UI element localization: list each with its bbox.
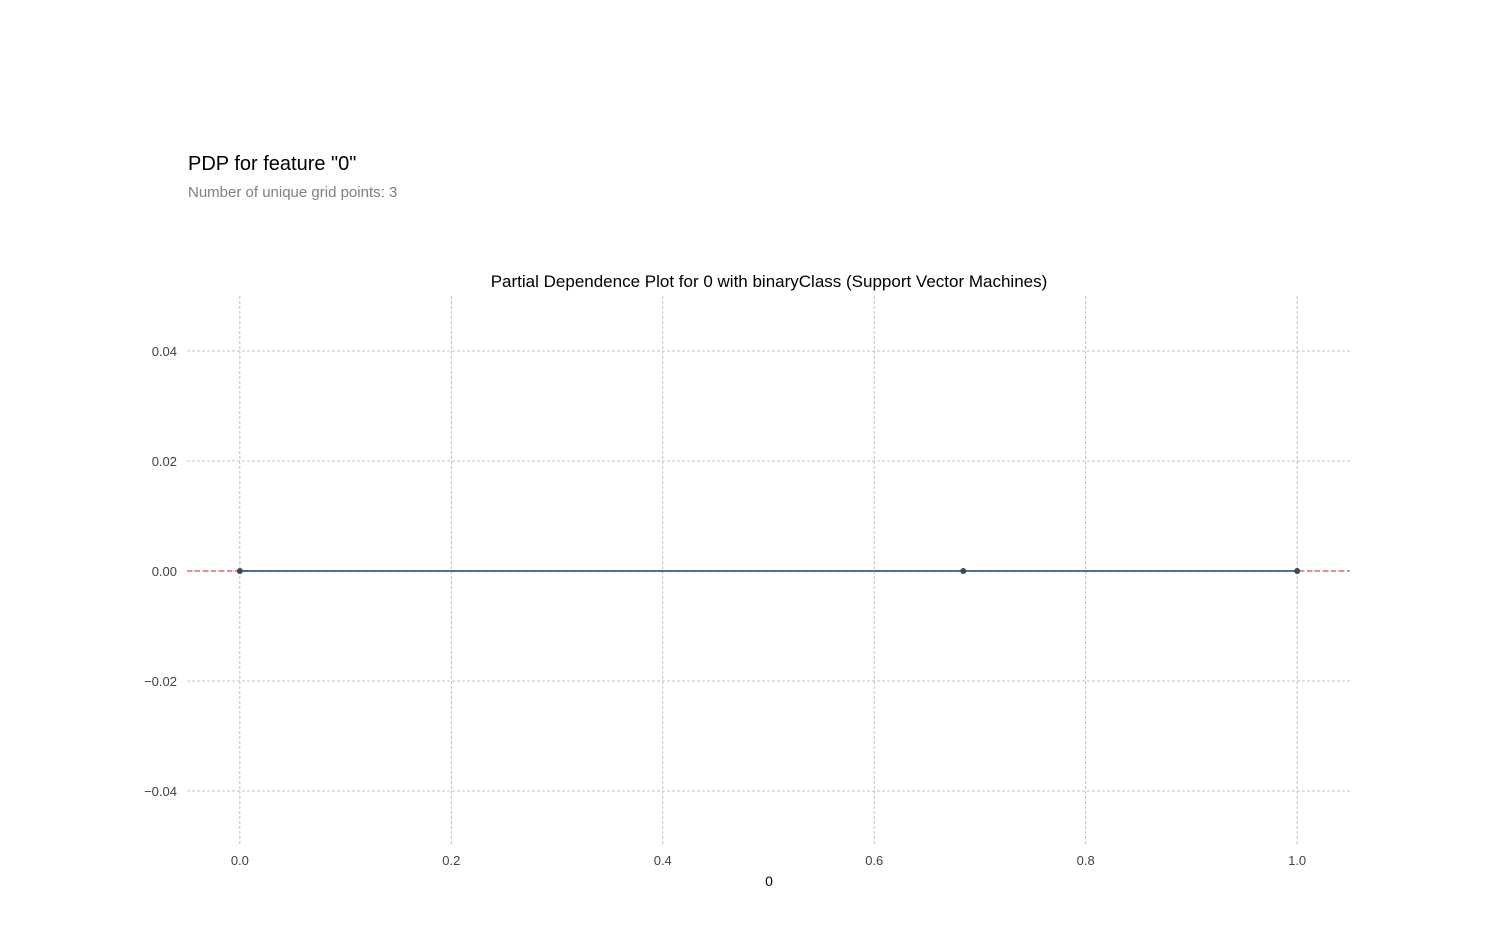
x-tick-label: 1.0 bbox=[1288, 853, 1306, 868]
x-tick-label: 0.8 bbox=[1077, 853, 1095, 868]
x-axis-label: 0 bbox=[765, 873, 773, 889]
x-tick-label: 0.2 bbox=[442, 853, 460, 868]
y-tick-label: 0.00 bbox=[152, 564, 177, 579]
pdp-title: PDP for feature "0" bbox=[188, 153, 357, 175]
y-tick-label: −0.04 bbox=[144, 784, 177, 799]
data-point bbox=[960, 568, 967, 574]
x-tick-label: 0.0 bbox=[231, 853, 249, 868]
chart-title: Partial Dependence Plot for 0 with binar… bbox=[491, 272, 1048, 291]
data-point bbox=[236, 568, 243, 574]
tick-layer: 0.0 0.2 0.4 0.6 0.8 1.0 0.04 0.02 0.00 −0.02 −0.04 bbox=[144, 344, 1306, 868]
pdp-subtitle: Number of unique grid points: 3 bbox=[188, 184, 398, 201]
y-tick-label: −0.02 bbox=[144, 674, 177, 689]
x-tick-label: 0.6 bbox=[865, 853, 883, 868]
series-layer bbox=[236, 568, 1301, 574]
data-point bbox=[1294, 568, 1301, 574]
x-tick-label: 0.4 bbox=[654, 853, 672, 868]
y-tick-label: 0.02 bbox=[152, 454, 177, 469]
y-tick-label: 0.04 bbox=[152, 344, 177, 359]
